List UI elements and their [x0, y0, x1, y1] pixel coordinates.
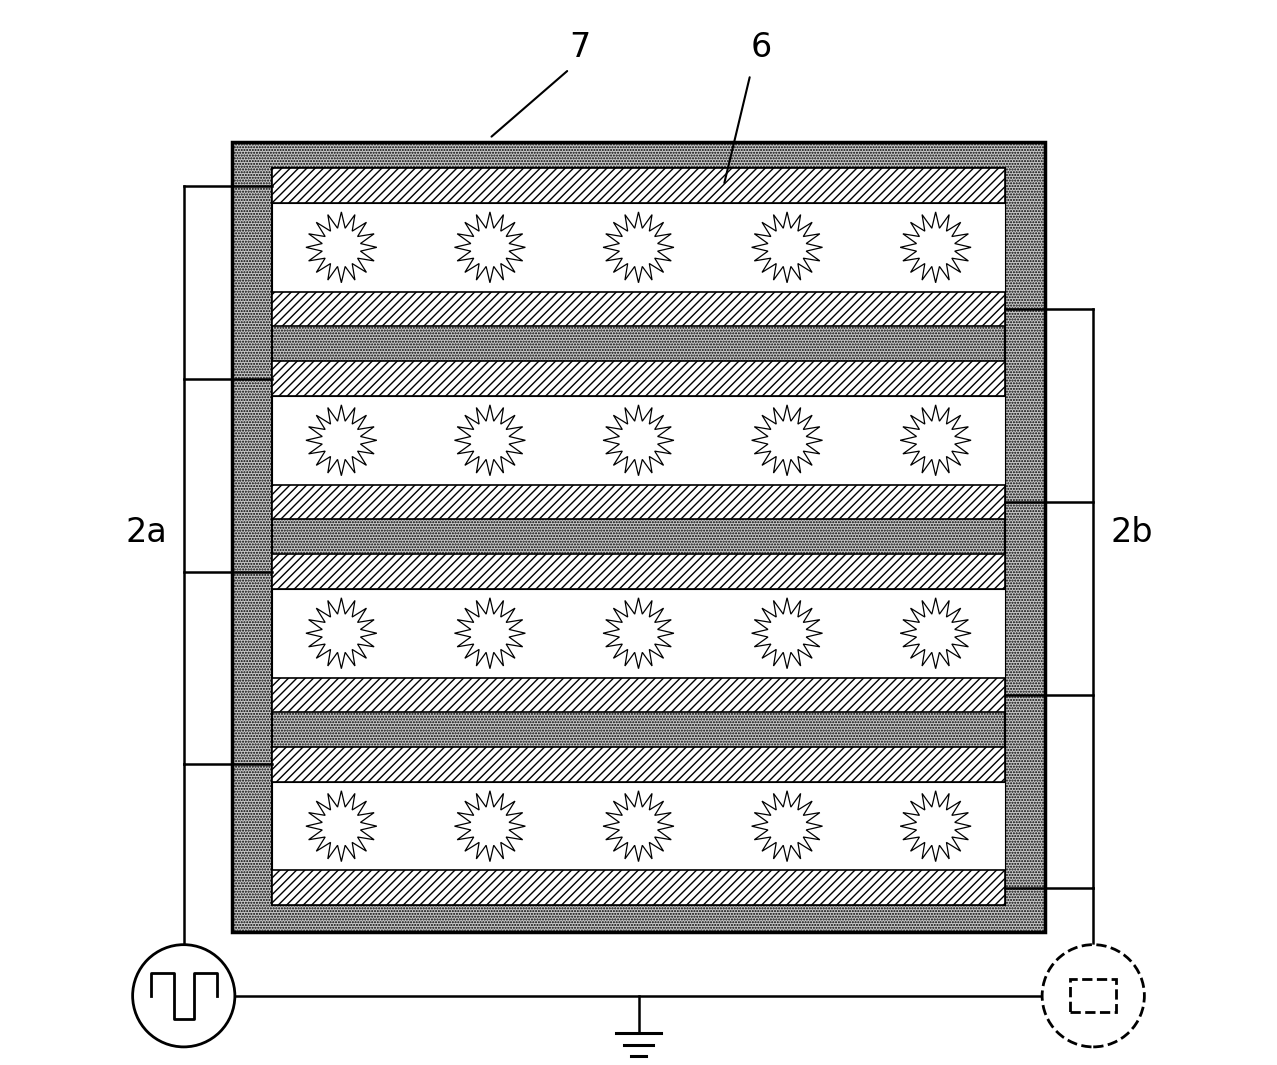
Polygon shape [752, 405, 822, 476]
Bar [272, 396, 1005, 485]
Polygon shape [900, 790, 971, 862]
Bar [1070, 979, 1116, 1013]
Bar [272, 168, 1005, 203]
Bar [272, 554, 1005, 589]
Circle shape [133, 945, 235, 1047]
Bar [272, 748, 1005, 782]
Bar [272, 782, 1005, 870]
Bar [272, 292, 1005, 326]
Polygon shape [306, 597, 377, 669]
Bar [272, 361, 1005, 396]
Polygon shape [900, 405, 971, 476]
Polygon shape [752, 597, 822, 669]
Polygon shape [603, 597, 674, 669]
Polygon shape [603, 790, 674, 862]
Polygon shape [306, 405, 377, 476]
Bar [272, 589, 1005, 677]
Polygon shape [455, 212, 525, 283]
Polygon shape [455, 597, 525, 669]
Polygon shape [603, 212, 674, 283]
Circle shape [1042, 945, 1144, 1047]
Text: 7: 7 [570, 32, 590, 64]
Bar [272, 870, 1005, 905]
Bar [272, 203, 1005, 292]
Polygon shape [455, 405, 525, 476]
Polygon shape [900, 212, 971, 283]
Polygon shape [752, 790, 822, 862]
Bar [272, 485, 1005, 520]
Text: 2a: 2a [125, 517, 167, 548]
Text: 6: 6 [751, 32, 771, 64]
Bar [272, 168, 1005, 905]
Polygon shape [752, 212, 822, 283]
Polygon shape [603, 405, 674, 476]
Polygon shape [306, 212, 377, 283]
Bar [231, 142, 1046, 932]
Polygon shape [900, 597, 971, 669]
Polygon shape [306, 790, 377, 862]
Polygon shape [455, 790, 525, 862]
Text: 2b: 2b [1110, 517, 1153, 548]
Bar [272, 677, 1005, 712]
